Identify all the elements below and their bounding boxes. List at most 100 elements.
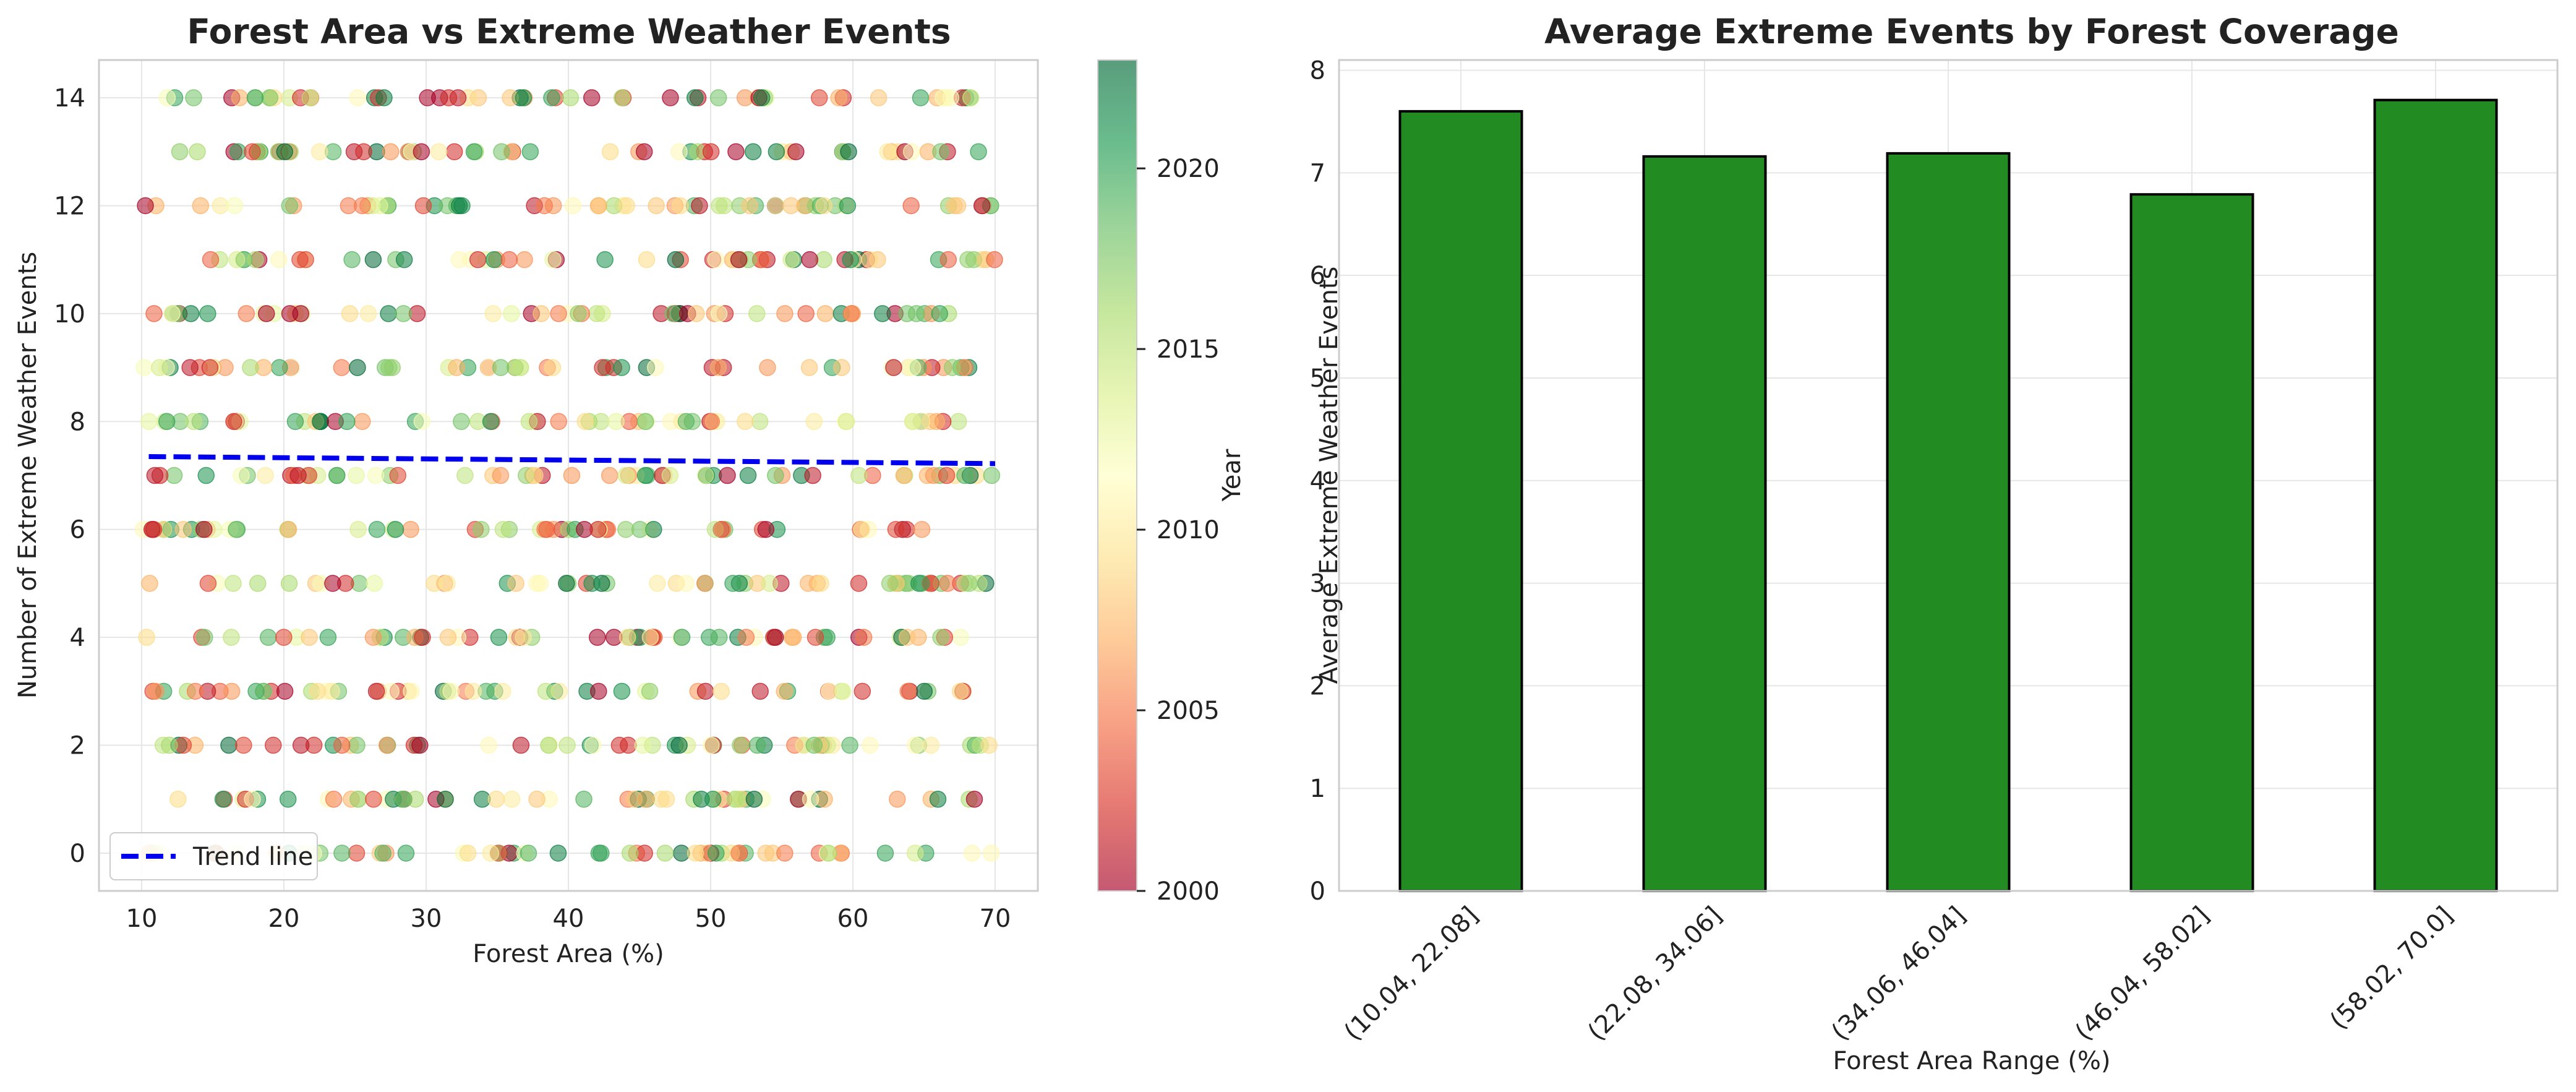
scatter-point <box>853 520 870 538</box>
scatter-x-tick-label: 10 <box>126 905 158 933</box>
scatter-point <box>439 575 456 592</box>
scatter-point <box>319 629 337 646</box>
scatter-point <box>939 251 957 269</box>
scatter-point <box>696 575 714 592</box>
scatter-point <box>922 736 940 754</box>
scatter-point <box>212 197 229 215</box>
scatter-point <box>537 682 555 700</box>
scatter-point <box>228 251 246 269</box>
scatter-point <box>730 251 748 269</box>
scatter-x-tick-label: 20 <box>268 905 300 933</box>
scatter-point <box>195 520 213 538</box>
scatter-point <box>617 520 635 538</box>
scatter-point <box>703 736 720 754</box>
scatter-point <box>490 629 508 646</box>
scatter-point <box>368 520 386 538</box>
scatter-point <box>508 629 526 646</box>
scatter-point <box>776 845 794 862</box>
scatter-point <box>169 790 187 808</box>
scatter-point <box>482 413 500 431</box>
scatter-point <box>850 575 868 592</box>
colorbar-tick-label: 2005 <box>1157 697 1220 725</box>
scatter-point <box>751 682 769 700</box>
scatter-point <box>448 359 465 376</box>
scatter-point <box>939 575 956 592</box>
scatter-point <box>395 790 413 808</box>
scatter-point <box>260 629 277 646</box>
scatter-point <box>341 305 359 322</box>
scatter-point <box>807 629 824 646</box>
bar-y-tick-label: 5 <box>1310 364 1325 393</box>
legend-trend-label: Trend line <box>192 843 313 871</box>
scatter-point <box>380 305 397 322</box>
scatter-point <box>830 89 847 106</box>
scatter-point <box>636 845 653 862</box>
scatter-point <box>192 197 210 215</box>
scatter-point <box>649 575 666 592</box>
scatter-point <box>503 305 520 322</box>
bar <box>1398 110 1523 892</box>
bar-y-tick-label: 3 <box>1310 570 1325 598</box>
scatter-x-tick-label: 30 <box>411 905 442 933</box>
scatter-point <box>776 305 794 322</box>
scatter-point <box>450 251 468 269</box>
scatter-point <box>364 629 382 646</box>
scatter-point <box>286 413 304 431</box>
scatter-point <box>500 251 518 269</box>
scatter-point <box>275 629 293 646</box>
scatter-point <box>898 305 916 322</box>
scatter-point <box>492 466 510 484</box>
bar-x-ticks: (10.04, 22.08] (22.08, 34.06] (34.06, 46.0… <box>1339 901 2459 1047</box>
scatter-point <box>986 251 1003 269</box>
scatter-point <box>564 197 582 215</box>
scatter-point <box>520 413 538 431</box>
scatter-point <box>575 790 593 808</box>
scatter-point <box>333 845 351 862</box>
scatter-chart-title: Forest Area vs Extreme Weather Events <box>187 12 951 51</box>
scatter-point <box>349 359 366 376</box>
scatter-point <box>348 736 366 754</box>
scatter-point <box>382 143 400 161</box>
scatter-point <box>980 736 998 754</box>
scatter-point <box>343 251 361 269</box>
scatter-point <box>355 143 372 161</box>
scatter-point <box>730 845 748 862</box>
scatter-point <box>593 845 610 862</box>
scatter-point <box>271 359 288 376</box>
scatter-point <box>912 575 930 592</box>
scatter-point <box>648 197 665 215</box>
scatter-point <box>199 305 216 322</box>
bar-x-tick-label: (10.04, 22.08] <box>1339 901 1484 1047</box>
scatter-point <box>359 305 377 322</box>
scatter-point <box>636 466 654 484</box>
scatter-point <box>759 359 776 376</box>
scatter-point <box>618 197 635 215</box>
bar-y-tick-label: 0 <box>1310 877 1325 906</box>
scatter-point <box>276 682 294 700</box>
scatter-point <box>465 143 483 161</box>
scatter-point <box>494 520 512 538</box>
scatter-point <box>147 682 165 700</box>
scatter-point <box>349 89 367 106</box>
scatter-point <box>839 197 857 215</box>
scatter-point <box>235 736 252 754</box>
scatter-point <box>367 682 385 700</box>
scatter-point <box>456 466 474 484</box>
scatter-point <box>801 251 819 269</box>
scatter-point <box>289 466 307 484</box>
scatter-point <box>229 143 247 161</box>
scatter-point <box>189 143 206 161</box>
scatter-point <box>225 575 242 592</box>
scatter-point <box>411 736 429 754</box>
bar-x-axis-label: Forest Area Range (%) <box>1833 1047 2111 1075</box>
bar <box>2129 193 2254 892</box>
scatter-point <box>716 197 733 215</box>
scatter-point <box>199 575 217 592</box>
scatter-point <box>842 251 859 269</box>
year-colorbar: 2000 2005 2010 2015 2020 Year <box>1097 59 1246 906</box>
scatter-point <box>673 629 691 646</box>
scatter-point <box>223 629 240 646</box>
scatter-point <box>550 305 567 322</box>
scatter-point <box>364 251 382 269</box>
